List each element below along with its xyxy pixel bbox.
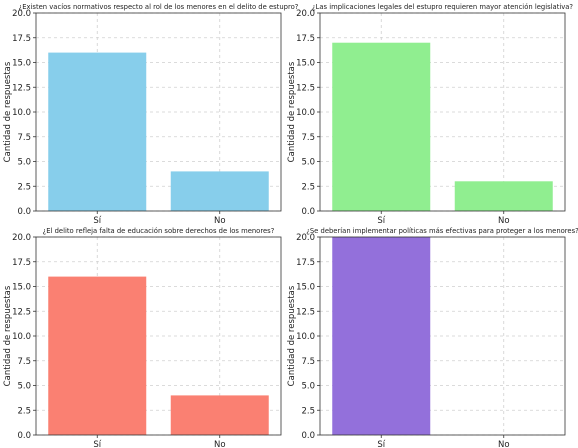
y-axis-label: Cantidad de respuestas bbox=[3, 61, 13, 162]
bar-si bbox=[332, 237, 431, 435]
y-tick-label: 5.0 bbox=[301, 158, 315, 168]
chart-panel-2: 0.0 2.5 5.0 7.5 10.0 12.5 15.0 17.5 20.0 Sí No ¿Las… bbox=[287, 3, 573, 226]
y-tick-label: 12.5 bbox=[296, 307, 315, 317]
x-tick-label: No bbox=[214, 440, 226, 448]
y-tick-label: 7.5 bbox=[17, 357, 31, 367]
x-tick-label: Sí bbox=[93, 440, 101, 448]
x-tick-label: Sí bbox=[93, 216, 101, 226]
y-tick-label: 7.5 bbox=[301, 357, 315, 367]
y-tick-label: 20.0 bbox=[296, 233, 315, 243]
y-tick-label: 0.0 bbox=[301, 207, 315, 217]
y-axis-label: Cantidad de respuestas bbox=[287, 285, 297, 386]
x-tick-label: No bbox=[498, 440, 510, 448]
y-axis-label: Cantidad de respuestas bbox=[3, 285, 13, 386]
y-tick-label: 20.0 bbox=[12, 233, 31, 243]
x-tick-label: No bbox=[498, 216, 510, 226]
y-tick-label: 10.0 bbox=[296, 332, 315, 342]
y-tick-label: 10.0 bbox=[296, 108, 315, 118]
x-tick-label: Sí bbox=[377, 440, 385, 448]
y-tick-label: 17.5 bbox=[12, 34, 31, 44]
y-tick-label: 20.0 bbox=[296, 9, 315, 19]
chart-title: ¿Existen vacíos normativos respecto al r… bbox=[19, 3, 299, 11]
x-tick-label: No bbox=[214, 216, 226, 226]
y-tick-label: 2.5 bbox=[17, 182, 31, 192]
y-tick-label: 10.0 bbox=[12, 332, 31, 342]
y-tick-label: 5.0 bbox=[301, 382, 315, 392]
bar-no bbox=[170, 171, 269, 211]
bar-no bbox=[170, 395, 269, 435]
y-tick-label: 2.5 bbox=[17, 406, 31, 416]
y-tick-label: 10.0 bbox=[12, 108, 31, 118]
y-tick-label: 20.0 bbox=[12, 9, 31, 19]
y-tick-label: 15.0 bbox=[296, 59, 315, 69]
y-tick-label: 7.5 bbox=[17, 133, 31, 143]
chart-title: ¿El delito refleja falta de educación so… bbox=[43, 227, 275, 235]
y-tick-label: 12.5 bbox=[12, 83, 31, 93]
y-tick-label: 0.0 bbox=[301, 431, 315, 441]
y-tick-label: 2.5 bbox=[301, 406, 315, 416]
y-tick-label: 7.5 bbox=[301, 133, 315, 143]
y-tick-label: 15.0 bbox=[296, 283, 315, 293]
y-tick-label: 17.5 bbox=[12, 258, 31, 268]
y-tick-label: 17.5 bbox=[296, 34, 315, 44]
y-tick-label: 0.0 bbox=[17, 431, 31, 441]
y-axis-label: Cantidad de respuestas bbox=[287, 61, 297, 162]
y-tick-label: 15.0 bbox=[12, 59, 31, 69]
y-tick-label: 12.5 bbox=[12, 307, 31, 317]
y-tick-label: 15.0 bbox=[12, 283, 31, 293]
x-tick-label: Sí bbox=[377, 216, 385, 226]
bar-si bbox=[48, 52, 147, 211]
chart-panel-4: 0.0 2.5 5.0 7.5 10.0 12.5 15.0 17.5 20.0 Sí No ¿Se … bbox=[287, 227, 578, 448]
chart-panel-3: 0.0 2.5 5.0 7.5 10.0 12.5 15.0 17.5 20.0 Sí No ¿El … bbox=[3, 227, 282, 448]
chart-panel-1: 0.0 2.5 5.0 7.5 10.0 12.5 15.0 17.5 20.0 Sí No ¿Exi… bbox=[3, 3, 299, 226]
y-tick-label: 5.0 bbox=[17, 382, 31, 392]
chart-title: ¿Las implicaciones legales del estupro r… bbox=[312, 3, 573, 11]
bar-no bbox=[454, 181, 553, 211]
y-tick-label: 17.5 bbox=[296, 258, 315, 268]
y-tick-label: 2.5 bbox=[301, 182, 315, 192]
y-tick-label: 5.0 bbox=[17, 158, 31, 168]
chart-title: ¿Se deberían implementar políticas más e… bbox=[306, 227, 578, 235]
bar-si bbox=[332, 42, 431, 212]
y-tick-label: 12.5 bbox=[296, 83, 315, 93]
bar-si bbox=[48, 276, 147, 435]
y-tick-label: 0.0 bbox=[17, 207, 31, 217]
